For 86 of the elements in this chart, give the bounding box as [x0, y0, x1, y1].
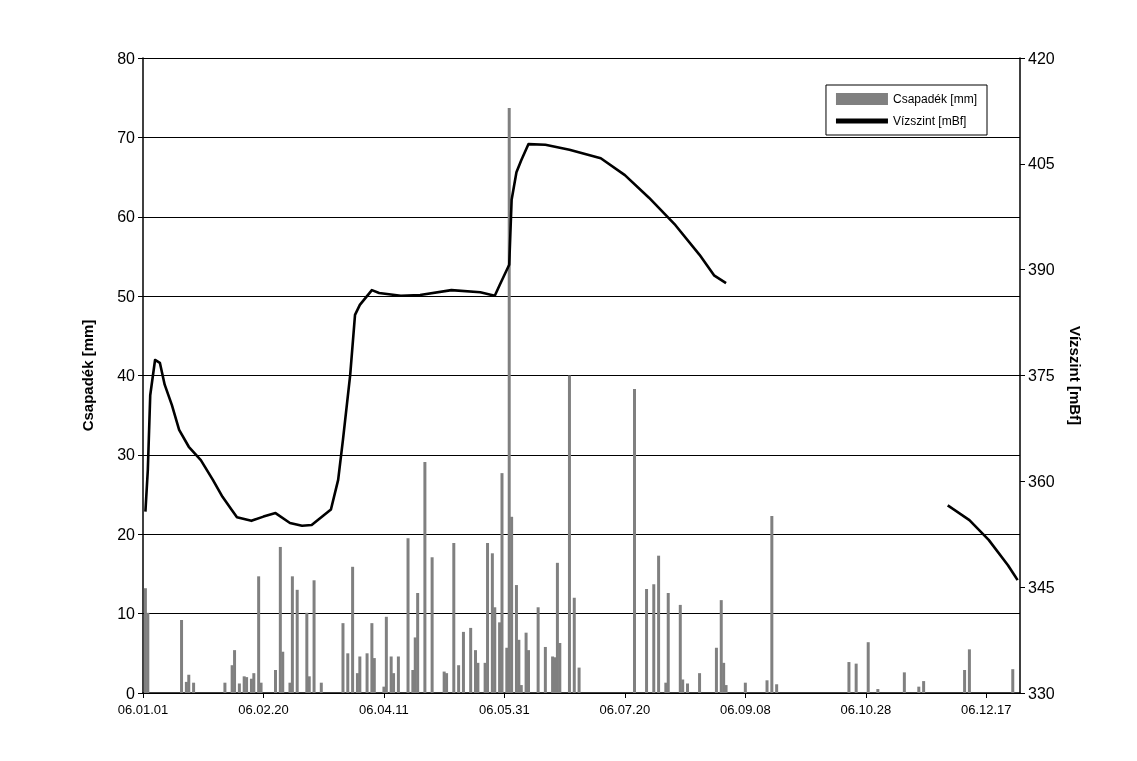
bar: [847, 662, 851, 693]
bar: [500, 473, 504, 693]
bar: [319, 682, 323, 693]
y-tick-label: 80: [117, 49, 136, 67]
bar: [457, 665, 461, 693]
bar: [406, 538, 410, 693]
bar: [341, 623, 345, 693]
bar: [278, 546, 282, 693]
bar: [666, 592, 670, 693]
bar: [290, 576, 294, 693]
x-tick-label: 06.12.17: [960, 702, 1012, 717]
bar: [295, 589, 299, 693]
bar: [180, 619, 184, 693]
bar: [187, 674, 191, 693]
bar: [469, 627, 473, 693]
x-tick-label: 06.04.11: [359, 702, 409, 717]
bar: [384, 616, 388, 693]
bar: [678, 604, 682, 693]
bar: [645, 589, 649, 693]
bar: [876, 689, 880, 693]
x-tick-label: 06.05.31: [479, 702, 530, 717]
bar: [770, 515, 774, 693]
bar: [223, 682, 227, 693]
y-tick-label: 40: [117, 367, 136, 384]
bar: [543, 646, 547, 693]
bar: [370, 623, 374, 693]
y2-tick-label: 375: [1028, 367, 1055, 384]
bar: [257, 576, 261, 693]
y-tick-label: 30: [117, 446, 136, 464]
bar: [305, 612, 309, 693]
y-tick-label: 0: [126, 684, 136, 702]
y-axis-title: Csapadék [mm]: [79, 319, 96, 432]
bar: [312, 580, 316, 693]
bar: [461, 631, 465, 693]
y2-tick-label: 345: [1028, 578, 1055, 596]
y2-tick-label: 390: [1028, 261, 1055, 279]
y2-axis-title: Vízszint [mBf]: [1067, 325, 1084, 426]
y2-tick-label: 330: [1028, 684, 1055, 702]
bar: [346, 653, 350, 693]
y-tick-label: 70: [117, 128, 136, 146]
y-tick-label: 10: [117, 605, 136, 623]
bar: [775, 684, 779, 693]
y2-tick-label: 405: [1028, 155, 1055, 173]
bar: [536, 607, 540, 693]
bar: [452, 542, 456, 693]
bar: [423, 462, 427, 693]
bar: [1011, 669, 1015, 693]
x-tick-label: 06.02.20: [238, 702, 289, 717]
x-tick-label: 06.09.08: [720, 702, 771, 717]
y-tick-label: 50: [117, 287, 136, 305]
bar: [714, 647, 718, 693]
bar: [396, 656, 400, 693]
bar: [351, 566, 355, 693]
legend-label: Vízszint [mBf]: [892, 114, 967, 128]
bar: [963, 669, 967, 693]
bar: [967, 649, 971, 693]
bar: [572, 597, 576, 693]
bar: [416, 592, 420, 693]
bar: [567, 375, 571, 693]
bar: [633, 388, 637, 693]
y2-tick-label: 420: [1028, 49, 1055, 67]
bar: [743, 682, 747, 693]
bar: [686, 683, 690, 693]
bar: [922, 681, 926, 693]
bar: [902, 672, 906, 693]
bar: [233, 650, 237, 693]
bar: [917, 686, 921, 693]
x-tick-label: 06.01.01: [117, 702, 169, 717]
bar: [486, 542, 490, 693]
x-tick-label: 06.07.20: [599, 702, 651, 717]
bar: [866, 642, 870, 693]
bar: [430, 557, 434, 693]
y-tick-label: 60: [117, 208, 136, 226]
bar: [358, 656, 362, 693]
bar: [252, 673, 256, 693]
bar: [698, 673, 702, 693]
y-tick-label: 20: [117, 525, 136, 543]
bar: [854, 663, 858, 693]
x-tick-label: 06.10.28: [840, 702, 892, 717]
bar: [192, 682, 196, 693]
y2-tick-label: 360: [1028, 472, 1055, 490]
bar: [577, 667, 581, 693]
bar: [657, 555, 661, 693]
bar: [237, 683, 241, 693]
legend-label: Csapadék [mm]: [892, 92, 977, 106]
bar: [652, 584, 656, 693]
